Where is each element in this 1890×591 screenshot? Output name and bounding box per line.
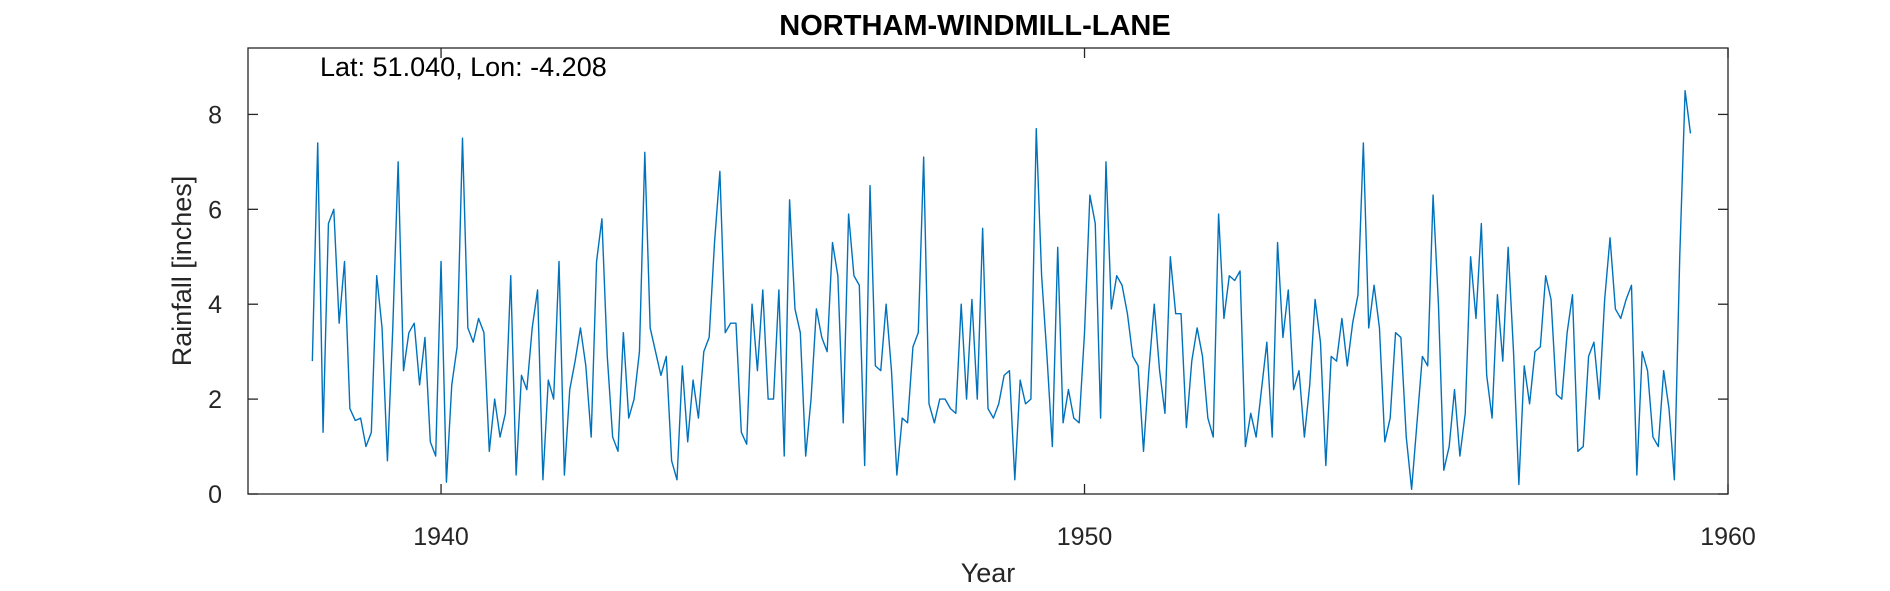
rainfall-series-line	[311, 90, 1692, 490]
x-tick-label-0: 1940	[413, 523, 469, 551]
x-tick-label-1: 1950	[1057, 523, 1113, 551]
y-tick-label-0: 0	[208, 481, 222, 509]
axis-ticks: 1940 1950 1960 0 2 4 6 8	[208, 48, 1756, 551]
x-tick-label-2: 1960	[1700, 523, 1756, 551]
y-tick-label-4: 8	[208, 101, 222, 129]
location-annotation: Lat: 51.040, Lon: -4.208	[320, 52, 607, 82]
y-tick-label-1: 2	[208, 386, 222, 414]
chart-title: NORTHAM-WINDMILL-LANE	[779, 10, 1170, 42]
y-tick-label-3: 6	[208, 196, 222, 224]
y-axis-label: Rainfall [inches]	[167, 176, 197, 367]
x-axis-label: Year	[961, 558, 1016, 588]
y-tick-label-2: 4	[208, 291, 222, 319]
plot-area	[247, 47, 1729, 495]
